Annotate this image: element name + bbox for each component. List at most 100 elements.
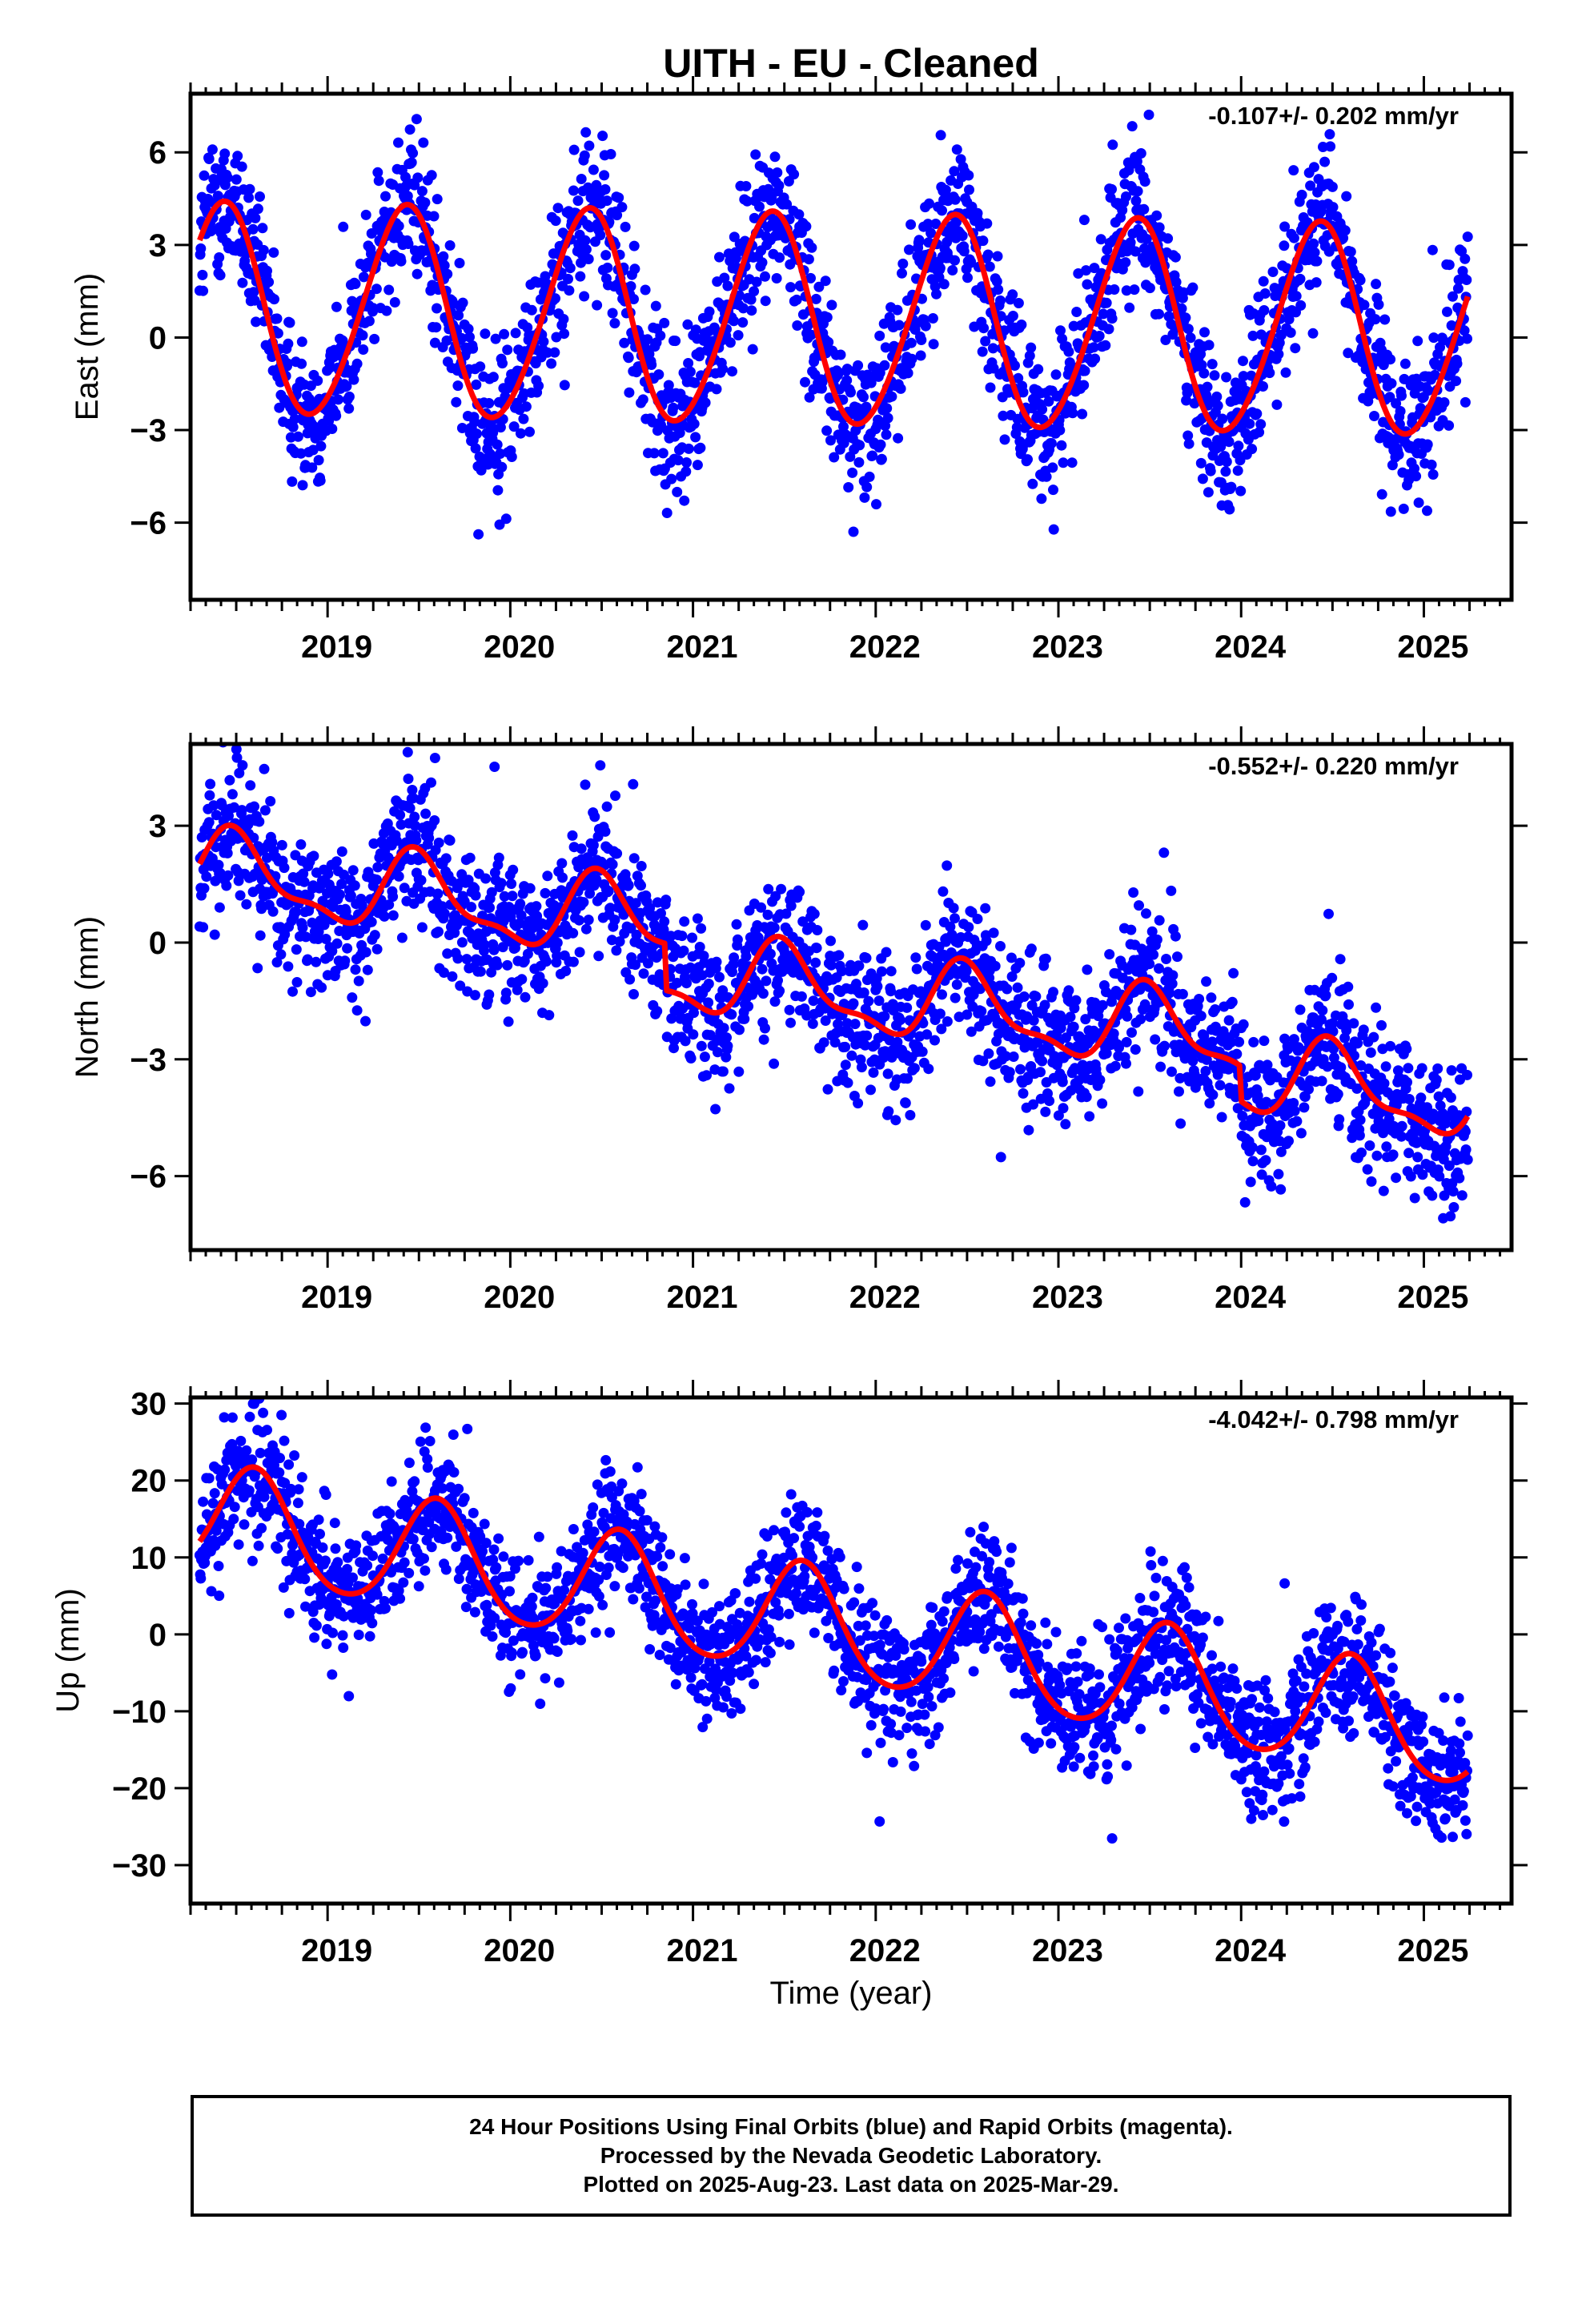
data-point (791, 962, 802, 973)
data-point (551, 332, 562, 343)
data-point (821, 425, 833, 436)
data-point (1207, 359, 1218, 370)
data-point (296, 358, 307, 369)
data-point (1435, 1100, 1446, 1112)
data-point (623, 352, 634, 364)
data-point (812, 925, 823, 935)
data-point (1018, 1088, 1029, 1099)
data-point (754, 201, 765, 212)
east-plot-frame (188, 91, 1514, 602)
data-point (1427, 469, 1439, 480)
data-point (1379, 1078, 1390, 1089)
data-point (1253, 1116, 1264, 1127)
data-point (785, 1017, 796, 1028)
data-point (1078, 215, 1090, 226)
data-point (540, 956, 552, 967)
data-point (1180, 312, 1191, 324)
data-point (1311, 277, 1322, 288)
data-point (1012, 982, 1023, 993)
data-point (311, 956, 322, 967)
data-point (809, 908, 820, 919)
data-point (1233, 440, 1244, 452)
north-fit-curve (197, 822, 1471, 1137)
data-point (1460, 396, 1471, 408)
data-point (696, 923, 707, 934)
data-point (976, 1006, 987, 1017)
data-point (769, 151, 781, 163)
data-point (995, 295, 1006, 306)
data-point (308, 850, 319, 862)
data-point (1446, 1065, 1457, 1076)
data-point (1295, 1004, 1306, 1015)
data-point (358, 271, 369, 283)
data-point (1006, 952, 1017, 963)
data-point (911, 963, 922, 975)
data-point (784, 1004, 795, 1015)
data-point (773, 180, 785, 191)
data-point (484, 989, 495, 1000)
data-point (475, 361, 486, 372)
data-point (1106, 183, 1117, 195)
data-point (1343, 348, 1354, 359)
data-point (607, 858, 618, 870)
data-point (923, 1063, 934, 1075)
data-point (1335, 954, 1346, 965)
data-point (1349, 1050, 1359, 1061)
data-point (916, 335, 927, 345)
data-point (396, 255, 407, 267)
data-point (213, 859, 224, 870)
data-point (838, 421, 849, 432)
data-point (992, 251, 1003, 262)
data-point (678, 945, 689, 956)
data-point (1044, 1096, 1055, 1107)
data-point (781, 199, 793, 210)
y-tick-label: 0 (149, 926, 167, 961)
data-point (243, 192, 255, 203)
data-point (810, 293, 821, 304)
data-point (451, 396, 462, 408)
data-point (609, 318, 620, 329)
data-point (995, 941, 1006, 951)
data-point (1130, 195, 1142, 207)
data-point (312, 375, 323, 386)
data-point (865, 1084, 876, 1096)
data-point (508, 421, 520, 432)
data-point (1164, 987, 1175, 999)
data-point (469, 416, 480, 428)
data-point (673, 455, 684, 466)
data-point (1163, 311, 1174, 322)
data-point (369, 333, 380, 344)
data-point (761, 975, 772, 987)
data-point (232, 151, 243, 162)
data-point (439, 908, 450, 919)
data-point (1416, 1063, 1427, 1074)
data-point (871, 499, 881, 510)
data-point (841, 375, 853, 386)
data-point (1355, 1115, 1366, 1125)
data-point (254, 816, 265, 827)
data-point (245, 780, 256, 791)
data-point (847, 467, 858, 478)
data-point (236, 805, 247, 816)
data-point (316, 982, 327, 993)
data-point (741, 951, 752, 962)
data-point (700, 397, 711, 408)
data-point (1151, 934, 1162, 945)
data-point (1247, 1156, 1259, 1167)
data-point (1094, 331, 1105, 341)
data-point (906, 353, 917, 364)
data-point (909, 1063, 920, 1074)
data-point (391, 835, 402, 846)
data-point (289, 413, 300, 424)
data-point (836, 966, 847, 977)
data-point (1387, 460, 1398, 471)
data-point (1212, 400, 1223, 412)
data-point (1024, 350, 1035, 361)
data-point (669, 1043, 679, 1054)
data-point (1166, 885, 1177, 896)
data-point (1130, 246, 1141, 257)
data-point (1371, 279, 1382, 290)
data-point (1146, 926, 1158, 937)
data-point (262, 265, 272, 276)
data-point (818, 1037, 829, 1048)
